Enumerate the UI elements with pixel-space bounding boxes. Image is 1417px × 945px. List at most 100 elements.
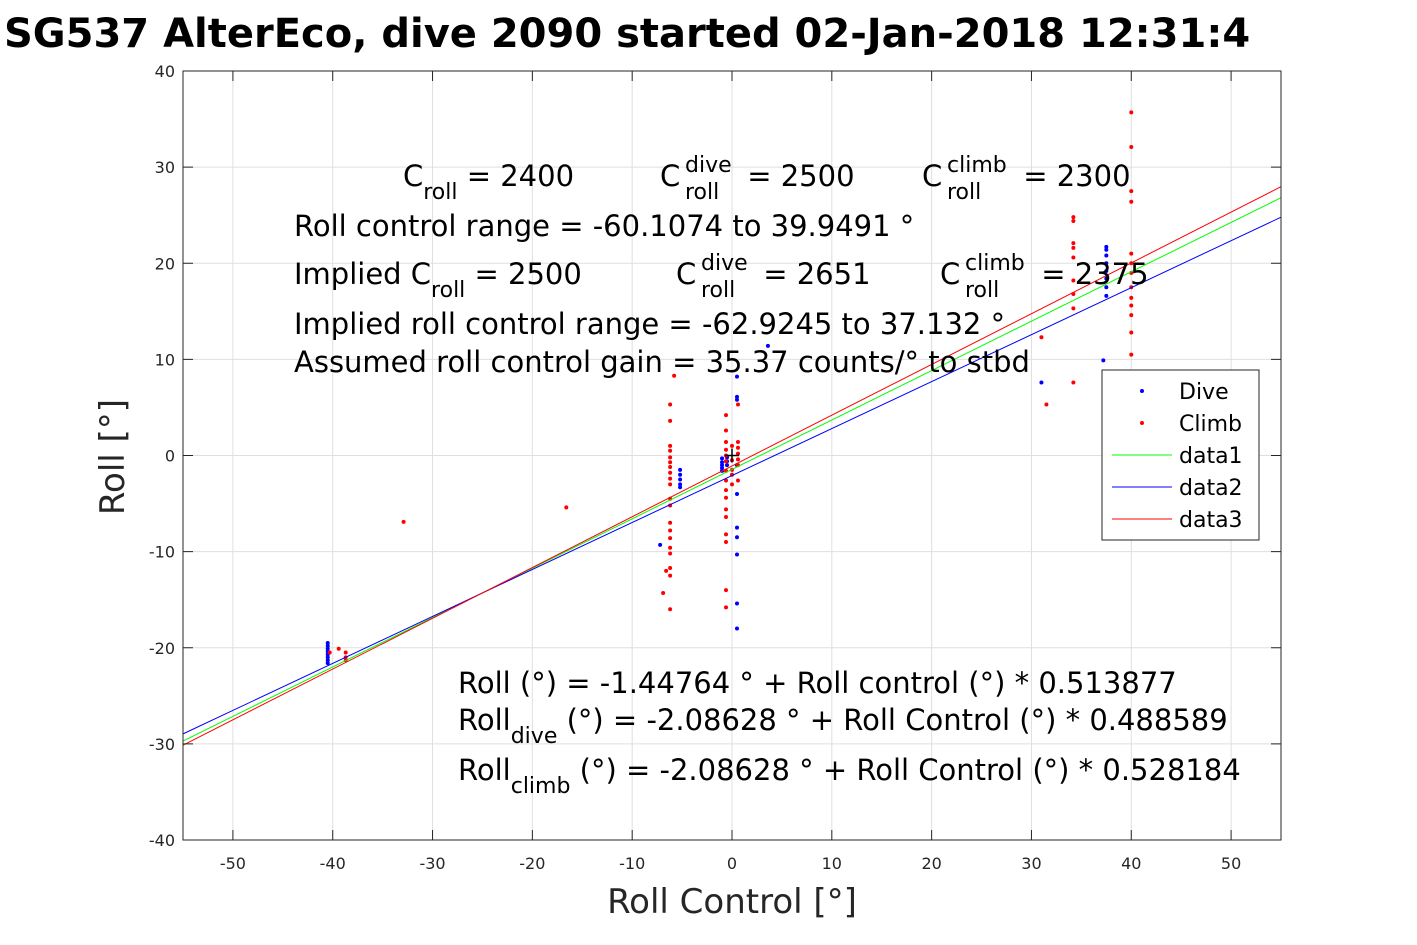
climb-point <box>724 488 729 493</box>
dive-point <box>734 626 739 631</box>
dive-point <box>678 477 683 482</box>
climb-point <box>668 455 673 460</box>
climb-point <box>668 573 673 578</box>
climb-point <box>343 650 348 655</box>
climb-point <box>724 440 729 445</box>
dive-point <box>325 646 330 651</box>
dive-point <box>1104 261 1109 266</box>
climb-point <box>336 646 341 651</box>
roll-control-range-text: Roll control range = -60.1074 to 39.9491… <box>294 209 914 243</box>
climb-point <box>668 448 673 453</box>
dive-point <box>325 640 330 645</box>
x-tick-label: 20 <box>921 854 941 873</box>
y-tick-label: 10 <box>155 350 175 369</box>
climb-point <box>1071 218 1076 223</box>
legend-data1-label: data1 <box>1179 444 1243 469</box>
x-tick-label: 40 <box>1121 854 1141 873</box>
dive-point <box>1104 293 1109 298</box>
dive-point <box>765 343 770 348</box>
dive-point <box>1101 358 1106 363</box>
climb-point <box>724 605 729 610</box>
climb-point <box>724 540 729 545</box>
dive-point <box>325 655 330 660</box>
y-tick-label: 20 <box>155 254 175 273</box>
climb-point <box>724 532 729 537</box>
climb-point <box>1129 251 1134 256</box>
climb-point <box>668 551 673 556</box>
climb-point <box>1129 352 1134 357</box>
climb-point <box>1129 199 1134 204</box>
legend-climb-label: Climb <box>1179 412 1242 437</box>
y-tick-label: 40 <box>155 62 175 81</box>
dive-point <box>734 491 739 496</box>
series-data3 <box>182 186 1282 746</box>
dive-point <box>734 525 739 530</box>
implied-c-roll-annotation: Implied Croll = 2500 <box>294 257 582 303</box>
climb-point <box>661 590 666 595</box>
dive-point <box>678 485 683 490</box>
climb-point <box>724 447 729 452</box>
climb-point <box>724 428 729 433</box>
y-tick-label: 0 <box>165 447 175 466</box>
legend-data2-label: data2 <box>1179 476 1243 501</box>
legend-dive-marker <box>1140 389 1144 393</box>
climb-point <box>735 445 740 450</box>
climb-point <box>730 443 734 448</box>
climb-point <box>724 413 729 418</box>
fit-equation-text: Roll (°) = -1.44764 ° + Roll control (°)… <box>458 666 1177 700</box>
climb-point <box>1071 278 1076 283</box>
climb-point <box>668 418 673 423</box>
climb-point <box>668 402 673 407</box>
climb-point <box>668 607 673 612</box>
climb-point <box>668 528 673 533</box>
dive-point <box>678 467 683 472</box>
climb-point <box>735 457 740 462</box>
x-tick-label: 0 <box>727 854 737 873</box>
climb-point <box>401 519 406 524</box>
climb-point <box>1071 380 1076 385</box>
dive-point <box>734 552 739 557</box>
dive-point <box>720 465 725 470</box>
implied-range-text: Implied roll control range = -62.9245 to… <box>294 307 1005 341</box>
data3-line <box>182 186 1282 746</box>
dive-point <box>734 394 739 399</box>
dive-point <box>1039 380 1044 385</box>
x-tick-label: -50 <box>220 854 246 873</box>
climb-point <box>668 460 673 465</box>
dive-point <box>1104 285 1109 290</box>
dive-point <box>734 601 739 606</box>
series-data1 <box>182 197 1282 742</box>
climb-point <box>668 536 673 541</box>
legend-data3-label: data3 <box>1179 508 1243 533</box>
climb-point <box>668 545 673 550</box>
dive-point <box>1104 247 1109 252</box>
climb-point <box>724 588 729 593</box>
climb-point <box>1071 241 1076 246</box>
climb-point <box>1129 295 1134 300</box>
dive-point <box>1104 244 1109 249</box>
climb-point <box>668 565 673 570</box>
climb-point <box>668 482 673 487</box>
dive-point <box>1104 276 1109 281</box>
data2-line <box>182 216 1282 735</box>
climb-point <box>668 443 673 448</box>
legend-dive-label: Dive <box>1179 380 1229 405</box>
climb-point <box>1129 313 1134 318</box>
dive-point <box>325 643 330 648</box>
dive-point <box>1104 253 1109 258</box>
x-axis-label: Roll Control [°] <box>607 882 857 922</box>
c-roll-annotation: Croll = 2400 <box>403 159 574 205</box>
dive-point <box>325 658 330 663</box>
x-tick-label: -20 <box>519 854 545 873</box>
fit-climb-equation: Rollclimb (°) = -2.08628 ° + Roll Contro… <box>458 753 1241 799</box>
climb-point <box>724 507 729 512</box>
climb-point <box>672 373 677 378</box>
dive-point <box>725 463 730 468</box>
series-data2 <box>182 216 1282 735</box>
climb-point <box>664 568 669 573</box>
series-climb <box>327 110 1134 663</box>
